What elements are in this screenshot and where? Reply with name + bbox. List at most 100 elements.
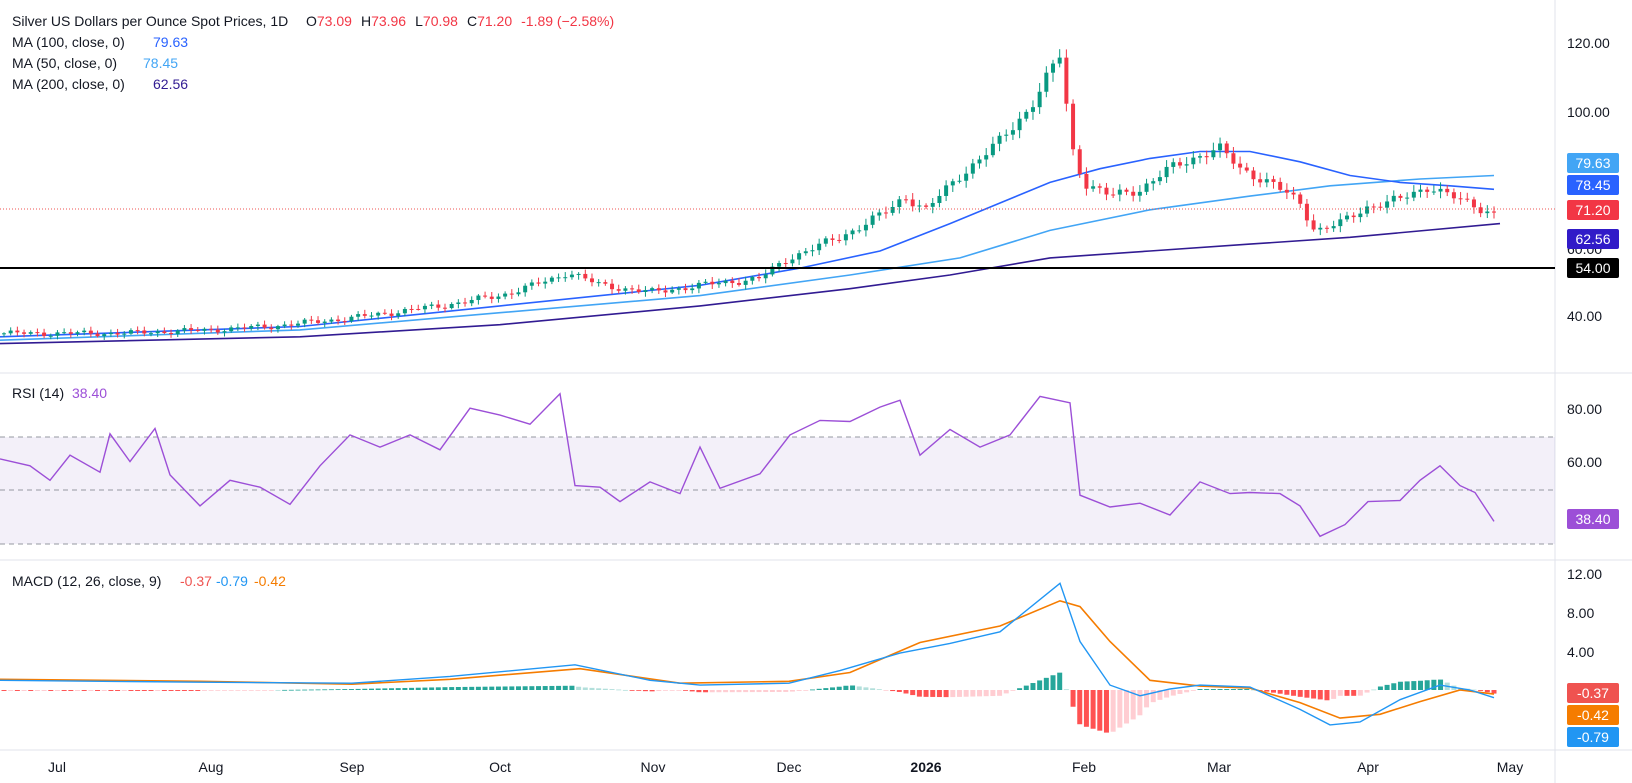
macd-hist-bar <box>950 690 956 698</box>
candle <box>289 320 294 330</box>
macd-hist-bar <box>1190 690 1196 691</box>
macd-hist-bar <box>95 690 101 691</box>
macd-hist-bar <box>1277 690 1283 694</box>
candle <box>155 328 160 338</box>
macd-hist-bar <box>168 690 174 691</box>
candle <box>115 328 120 338</box>
candle <box>222 328 227 337</box>
x-tick-label: Oct <box>489 759 511 775</box>
candle <box>970 158 975 179</box>
macd-hist-bar <box>549 685 555 690</box>
candle <box>563 272 568 282</box>
candle <box>1231 147 1236 170</box>
macd-hist-bar <box>936 690 942 698</box>
candle <box>309 315 314 324</box>
macd-hist-bar <box>1023 685 1029 690</box>
candle <box>496 293 501 303</box>
candle <box>1385 194 1390 214</box>
macd-hist-bar <box>1337 690 1343 696</box>
macd-hist-bar <box>1077 690 1083 725</box>
candle <box>255 321 260 331</box>
macd-hist-bar <box>1331 690 1337 699</box>
ma200-path <box>0 222 1501 345</box>
candle <box>282 321 287 329</box>
candle <box>456 299 461 309</box>
macd-hist-bar <box>489 686 495 690</box>
candle <box>1345 211 1350 222</box>
macd-hist-bar <box>462 686 468 690</box>
candle <box>362 309 367 319</box>
macd-hist-bar <box>662 690 668 691</box>
macd-hist-bar <box>1204 689 1210 690</box>
svg-text:-0.37: -0.37 <box>1577 685 1609 701</box>
badge-support: 54.00 <box>1567 258 1619 278</box>
candle <box>449 302 454 310</box>
macd-hist-bar <box>1364 690 1370 693</box>
candle <box>1030 100 1035 120</box>
macd-hist-bar <box>235 690 241 691</box>
candle <box>703 279 708 285</box>
svg-text:38.40: 38.40 <box>1575 511 1610 527</box>
macd-hist-bar <box>442 687 448 690</box>
rsi-label: RSI (14) <box>12 385 64 401</box>
candle <box>1124 187 1129 196</box>
macd-hist-bar <box>469 686 475 690</box>
candle <box>1097 183 1102 194</box>
price-tick: 100.00 <box>1567 104 1610 120</box>
macd-hist-bar <box>409 687 415 690</box>
ma-100-line <box>0 150 1495 338</box>
candle <box>242 323 247 332</box>
x-tick-label: Apr <box>1357 759 1379 775</box>
macd-hist-bar <box>1063 689 1069 691</box>
macd-hist-bar <box>1404 681 1410 690</box>
macd-hist-bar <box>515 686 521 690</box>
macd-hist-bar <box>883 690 889 691</box>
candle <box>924 203 929 210</box>
macd-hist-bar <box>796 690 802 691</box>
macd-hist-bar <box>175 690 181 691</box>
candle <box>1017 111 1022 139</box>
candle <box>463 297 468 307</box>
macd-hist-bar <box>783 690 789 692</box>
candle <box>8 327 13 336</box>
macd-hist-bar <box>983 690 989 697</box>
candle <box>416 304 421 311</box>
candle <box>870 211 875 229</box>
candle <box>2 332 6 338</box>
macd-hist-bar <box>823 688 829 690</box>
candle <box>1151 178 1156 191</box>
candle <box>543 277 548 289</box>
candle <box>148 331 153 337</box>
macd-hist-bar <box>876 689 882 691</box>
macd-hist-bar <box>596 688 602 690</box>
candle <box>202 327 207 335</box>
macd-hist-bar <box>1418 680 1424 690</box>
candle <box>1024 109 1029 122</box>
candle <box>1358 207 1363 223</box>
candle <box>610 279 615 295</box>
macd-hist-bar <box>1304 690 1310 698</box>
macd-hist-bar <box>602 688 608 690</box>
macd-hist-bar <box>589 687 595 690</box>
macd-label: MACD (12, 26, close, 9) <box>12 573 161 589</box>
macd-hist-bar <box>1471 689 1477 691</box>
candle <box>48 333 53 340</box>
candle <box>1084 167 1089 196</box>
candle <box>22 329 27 338</box>
candle <box>1111 187 1116 199</box>
candle <box>128 328 133 335</box>
macd-hist-bar <box>809 689 815 691</box>
macd-hist-bar <box>395 688 401 690</box>
candle <box>757 272 762 282</box>
macd-hist-bar <box>422 687 428 690</box>
candle <box>670 286 675 295</box>
macd-hist-bar <box>268 690 274 691</box>
macd-hist-bar <box>729 690 735 693</box>
candle <box>743 276 748 290</box>
candle <box>329 317 334 325</box>
candle <box>1398 193 1403 202</box>
ma100-path <box>0 150 1495 338</box>
candle <box>82 327 87 336</box>
macd-hist-bar <box>1117 690 1123 728</box>
candle <box>1298 192 1303 208</box>
